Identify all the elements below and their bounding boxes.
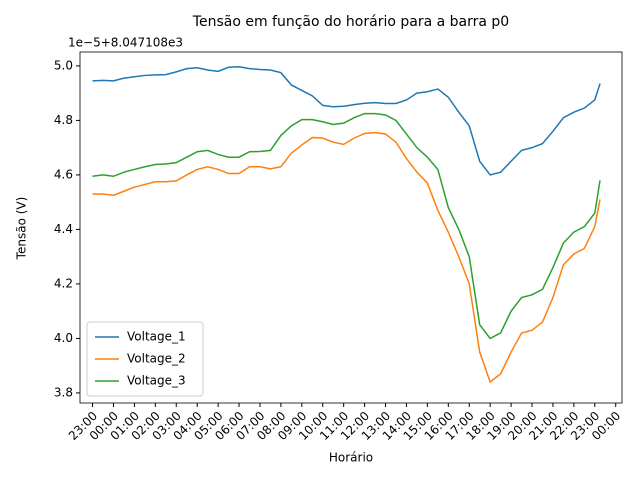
line-series	[92, 65, 601, 176]
x-axis-label: Horário	[329, 451, 373, 465]
y-offset-label: 1e−5+8.047108e3	[68, 36, 183, 50]
legend-box	[86, 321, 204, 397]
plot-frame	[79, 51, 623, 404]
y-tick-label: 3.8	[54, 385, 73, 399]
legend-label: Voltage_2	[127, 352, 186, 366]
chart-title: Tensão em função do horário para a barra…	[192, 14, 509, 30]
y-tick-label: 4.4	[54, 222, 73, 236]
legend-label: Voltage_1	[127, 330, 186, 344]
line-series	[92, 112, 601, 340]
y-tick-label: 5.0	[54, 58, 73, 72]
legend-label: Voltage_3	[127, 374, 186, 388]
y-tick-label: 4.8	[54, 113, 73, 127]
y-tick-label: 4.2	[54, 276, 73, 290]
y-axis-label: Tensão (V)	[15, 197, 29, 261]
y-tick-label: 4.0	[54, 331, 73, 345]
line-series	[92, 131, 601, 384]
y-tick-label: 4.6	[54, 167, 73, 181]
